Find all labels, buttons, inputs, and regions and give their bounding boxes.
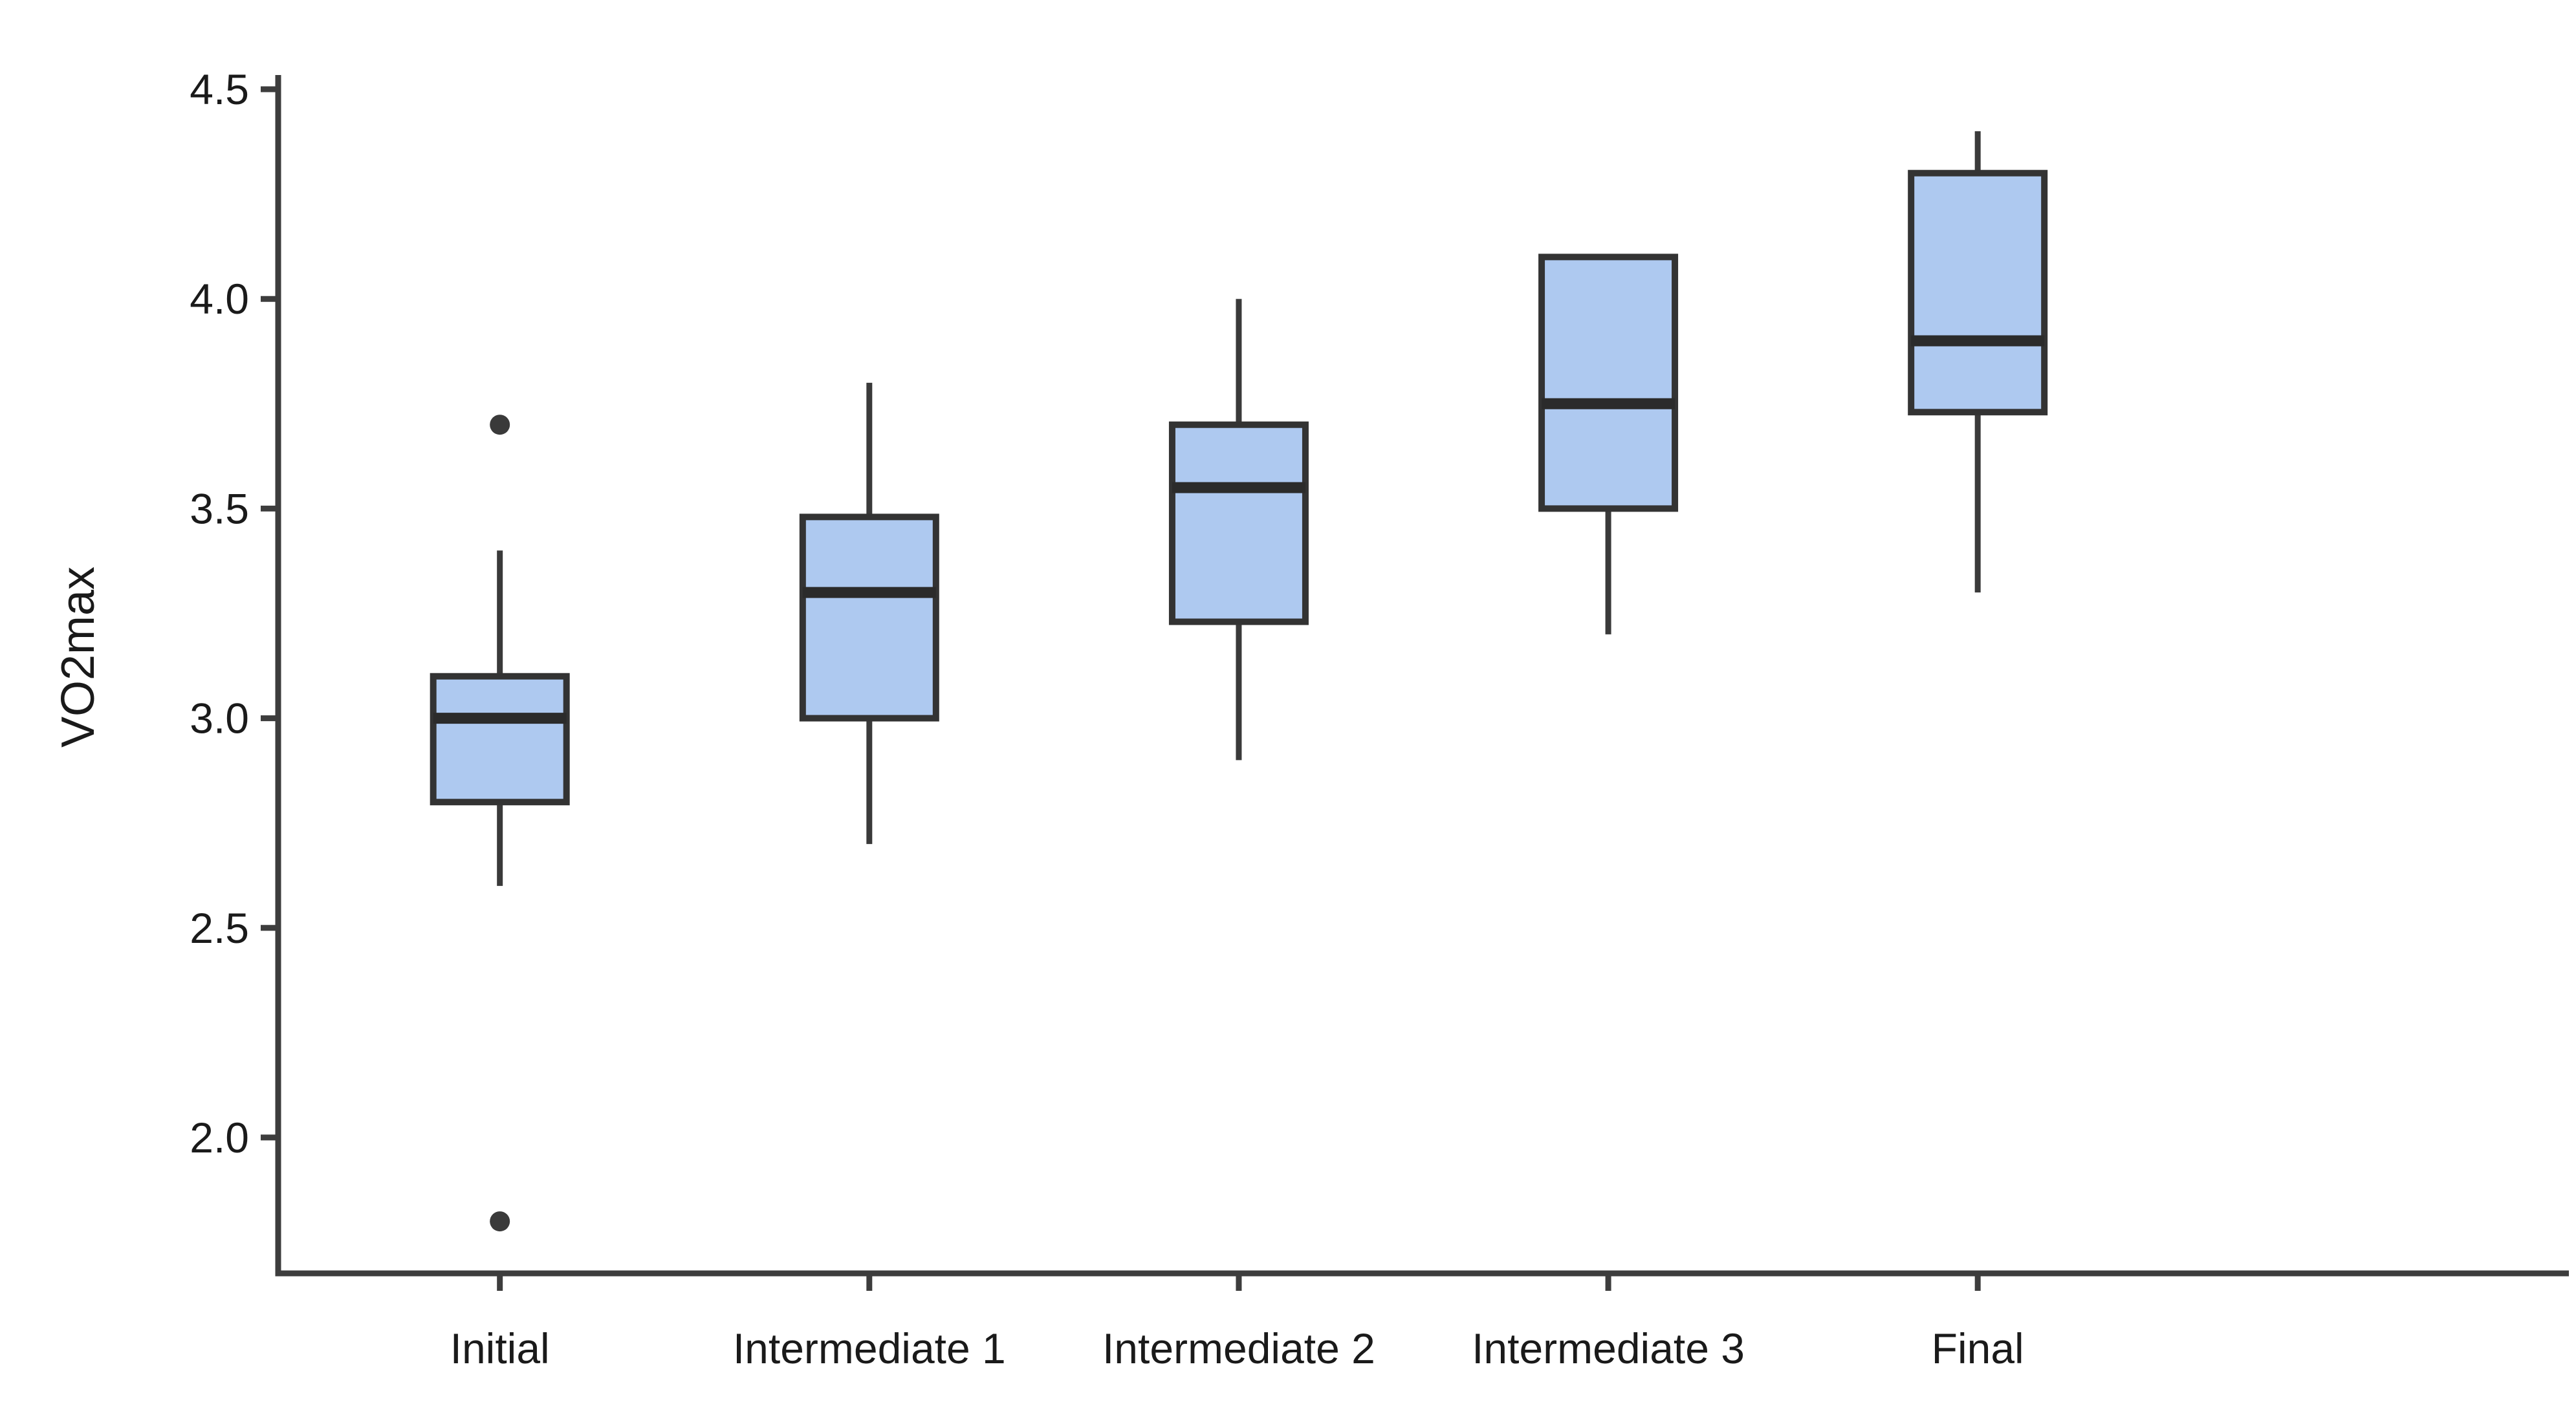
y-tick-label-2.0: 2.0 (190, 1114, 249, 1161)
y-tick-label-3.0: 3.0 (190, 695, 249, 742)
x-tick-label-final: Final (1932, 1324, 2024, 1372)
boxplot-chart: 2.0 2.5 3.0 3.5 4.0 4.5 VO2max Initial Intermedi… (26, 10, 2576, 1405)
y-tick-label-2.5: 2.5 (190, 904, 249, 952)
iqr-box-initial (430, 673, 570, 806)
x-tick-label-intermediate-2: Intermediate 2 (1102, 1324, 1375, 1372)
plot-background (26, 10, 2576, 1405)
iqr-box-intermediate-3 (1538, 254, 1679, 512)
vo2max-boxplot-figure: 2.0 2.5 3.0 3.5 4.0 4.5 VO2max Initial Intermedi… (26, 10, 2576, 1405)
iqr-box-intermediate-2 (1168, 421, 1309, 625)
y-tick-label-4.5: 4.5 (190, 65, 249, 113)
outlier-point-initial-0 (490, 415, 510, 435)
iqr-box-intermediate-1 (799, 513, 939, 722)
iqr-box-final (1908, 169, 2048, 416)
y-axis-title: VO2max (52, 567, 104, 748)
x-tick-label-initial: Initial (450, 1324, 550, 1372)
y-tick-label-4.0: 4.0 (190, 275, 249, 323)
x-tick-label-intermediate-3: Intermediate 3 (1472, 1324, 1745, 1372)
outlier-point-initial-1 (490, 1211, 510, 1232)
y-tick-label-3.5: 3.5 (190, 484, 249, 532)
x-tick-label-intermediate-1: Intermediate 1 (733, 1324, 1006, 1372)
